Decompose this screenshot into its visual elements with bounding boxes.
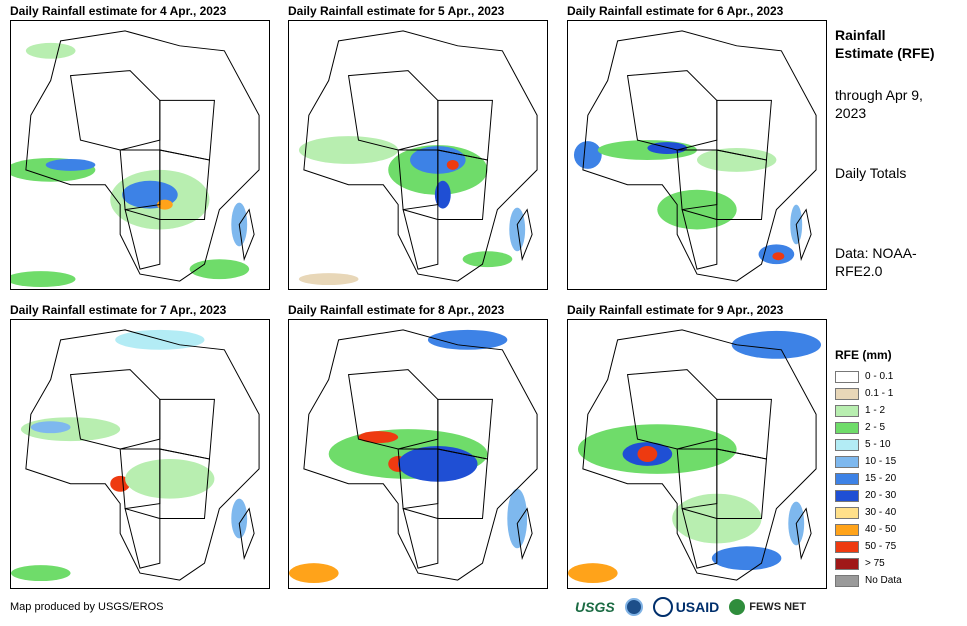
map-panel-apr8: Daily Rainfall estimate for 8 Apr., 2023 [288, 303, 548, 593]
panel-title: Daily Rainfall estimate for 5 Apr., 2023 [288, 4, 505, 18]
rainfall-map [288, 20, 548, 290]
legend-swatch [835, 438, 859, 451]
legend-item: 5 - 10 [835, 436, 955, 453]
rainfall-map [567, 319, 827, 589]
legend-label: > 75 [865, 558, 885, 569]
noaa-seal-icon [624, 598, 643, 616]
legend-label: 0 - 0.1 [865, 371, 894, 382]
usgs-logo: USGS [575, 599, 615, 615]
legend-swatch [835, 370, 859, 383]
legend-label: 2 - 5 [865, 422, 886, 433]
fews-net-wordmark: FEWS NET [749, 601, 807, 613]
rainfall-map [10, 20, 270, 290]
map-panel-apr4: Daily Rainfall estimate for 4 Apr., 2023 [10, 4, 270, 294]
map-panel-apr5: Daily Rainfall estimate for 5 Apr., 2023 [288, 4, 548, 294]
rainfall-map [288, 319, 548, 589]
legend-swatch [835, 523, 859, 536]
legend: RFE (mm) 0 - 0.1 0.1 - 1 1 - 2 2 - 5 5 - 10 1… [835, 348, 955, 589]
data-source: Data: NOAA-RFE2.0 [835, 245, 917, 279]
legend-label: 15 - 20 [865, 473, 897, 484]
legend-item: 15 - 20 [835, 470, 955, 487]
legend-item: No Data [835, 572, 955, 589]
panel-title: Daily Rainfall estimate for 7 Apr., 2023 [10, 303, 227, 317]
logo-bar: USGS USAID FEWS NET [575, 596, 816, 618]
legend-swatch [835, 387, 859, 400]
usaid-seal-icon [652, 597, 673, 617]
credit-text: Map produced by USGS/EROS [10, 601, 164, 613]
product-title: Rainfall Estimate (RFE) [835, 27, 935, 61]
legend-item: 2 - 5 [835, 419, 955, 436]
legend-label: 50 - 75 [865, 541, 897, 552]
legend-swatch [835, 489, 859, 502]
aggregation-label: Daily Totals [835, 165, 907, 181]
legend-label: 40 - 50 [865, 524, 897, 535]
panel-title: Daily Rainfall estimate for 6 Apr., 2023 [567, 4, 784, 18]
map-panel-apr7: Daily Rainfall estimate for 7 Apr., 2023 [10, 303, 270, 593]
legend-item: 50 - 75 [835, 538, 955, 555]
legend-swatch [835, 574, 859, 587]
legend-swatch [835, 540, 859, 553]
usaid-wordmark: USAID [675, 599, 720, 615]
legend-label: No Data [865, 575, 902, 586]
legend-item: > 75 [835, 555, 955, 572]
date-range: through Apr 9, 2023 [835, 87, 923, 121]
legend-label: 0.1 - 1 [865, 388, 894, 399]
panel-title: Daily Rainfall estimate for 8 Apr., 2023 [288, 303, 505, 317]
legend-swatch [835, 404, 859, 417]
legend-label: 30 - 40 [865, 507, 897, 518]
fews-net-logo: FEWS NET [729, 599, 806, 615]
legend-item: 0.1 - 1 [835, 385, 955, 402]
legend-item: 0 - 0.1 [835, 368, 955, 385]
legend-swatch [835, 506, 859, 519]
globe-icon [729, 599, 746, 615]
legend-item: 40 - 50 [835, 521, 955, 538]
legend-swatch [835, 472, 859, 485]
legend-item: 10 - 15 [835, 453, 955, 470]
legend-title: RFE (mm) [835, 348, 892, 362]
legend-swatch [835, 557, 859, 570]
legend-label: 1 - 2 [865, 405, 886, 416]
legend-item: 20 - 30 [835, 487, 955, 504]
noaa-logo [624, 598, 643, 616]
panel-title: Daily Rainfall estimate for 4 Apr., 2023 [10, 4, 227, 18]
usaid-logo: USAID [652, 597, 720, 617]
legend-label: 5 - 10 [865, 439, 891, 450]
legend-swatch [835, 421, 859, 434]
legend-label: 20 - 30 [865, 490, 897, 501]
rainfall-map [567, 20, 827, 290]
legend-item: 1 - 2 [835, 402, 955, 419]
legend-item: 30 - 40 [835, 504, 955, 521]
map-panel-apr6: Daily Rainfall estimate for 6 Apr., 2023 [567, 4, 827, 294]
legend-swatch [835, 455, 859, 468]
legend-label: 10 - 15 [865, 456, 897, 467]
rainfall-map [10, 319, 270, 589]
map-panel-apr9: Daily Rainfall estimate for 9 Apr., 2023 [567, 303, 827, 593]
panel-title: Daily Rainfall estimate for 9 Apr., 2023 [567, 303, 784, 317]
